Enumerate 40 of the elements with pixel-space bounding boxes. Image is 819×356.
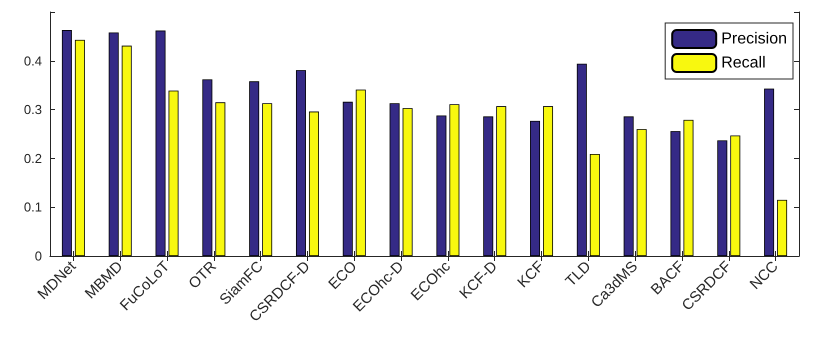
bar	[168, 90, 179, 256]
bar	[730, 135, 740, 256]
bar	[390, 103, 400, 256]
y-tick-label: 0	[34, 248, 42, 264]
bar	[636, 129, 647, 256]
bar	[436, 115, 446, 256]
bar	[449, 104, 460, 256]
x-tick-label: TLD	[562, 258, 594, 290]
bar	[624, 116, 634, 256]
bar	[670, 131, 680, 256]
bar	[717, 140, 728, 256]
bar	[683, 120, 694, 256]
bar	[576, 64, 587, 256]
y-tick-label: 0.1	[24, 200, 42, 215]
legend-label: Precision	[721, 30, 788, 48]
bar	[202, 79, 212, 256]
legend-label: Recall	[721, 54, 766, 72]
bar	[777, 200, 788, 256]
bar	[122, 46, 132, 256]
y-tick-label: 0.3	[24, 102, 42, 118]
bar	[402, 108, 413, 256]
y-tick-label: 0.2	[24, 150, 42, 166]
bar	[590, 154, 600, 256]
bar	[62, 30, 72, 256]
bar	[249, 81, 260, 256]
bar	[530, 120, 540, 256]
bar	[356, 90, 366, 256]
bar	[262, 103, 272, 256]
bar	[764, 88, 774, 256]
bar	[156, 30, 166, 256]
bar	[74, 40, 85, 256]
bar	[215, 102, 226, 256]
bar	[496, 106, 506, 256]
bar	[342, 102, 353, 256]
bar	[108, 32, 119, 256]
y-tick-label: 0.4	[24, 53, 42, 68]
bar	[308, 112, 319, 256]
bar	[296, 70, 306, 256]
bar	[543, 106, 554, 256]
bar	[483, 116, 494, 256]
